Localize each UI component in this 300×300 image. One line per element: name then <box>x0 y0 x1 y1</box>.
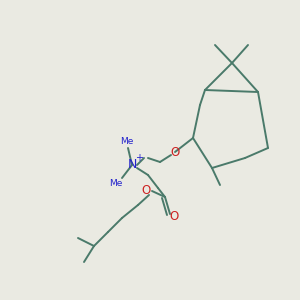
Text: Me: Me <box>109 179 123 188</box>
Text: O: O <box>170 146 180 158</box>
Text: +: + <box>135 153 143 163</box>
Text: N: N <box>127 158 137 172</box>
Text: O: O <box>169 209 178 223</box>
Text: Me: Me <box>120 137 134 146</box>
Text: O: O <box>141 184 151 196</box>
